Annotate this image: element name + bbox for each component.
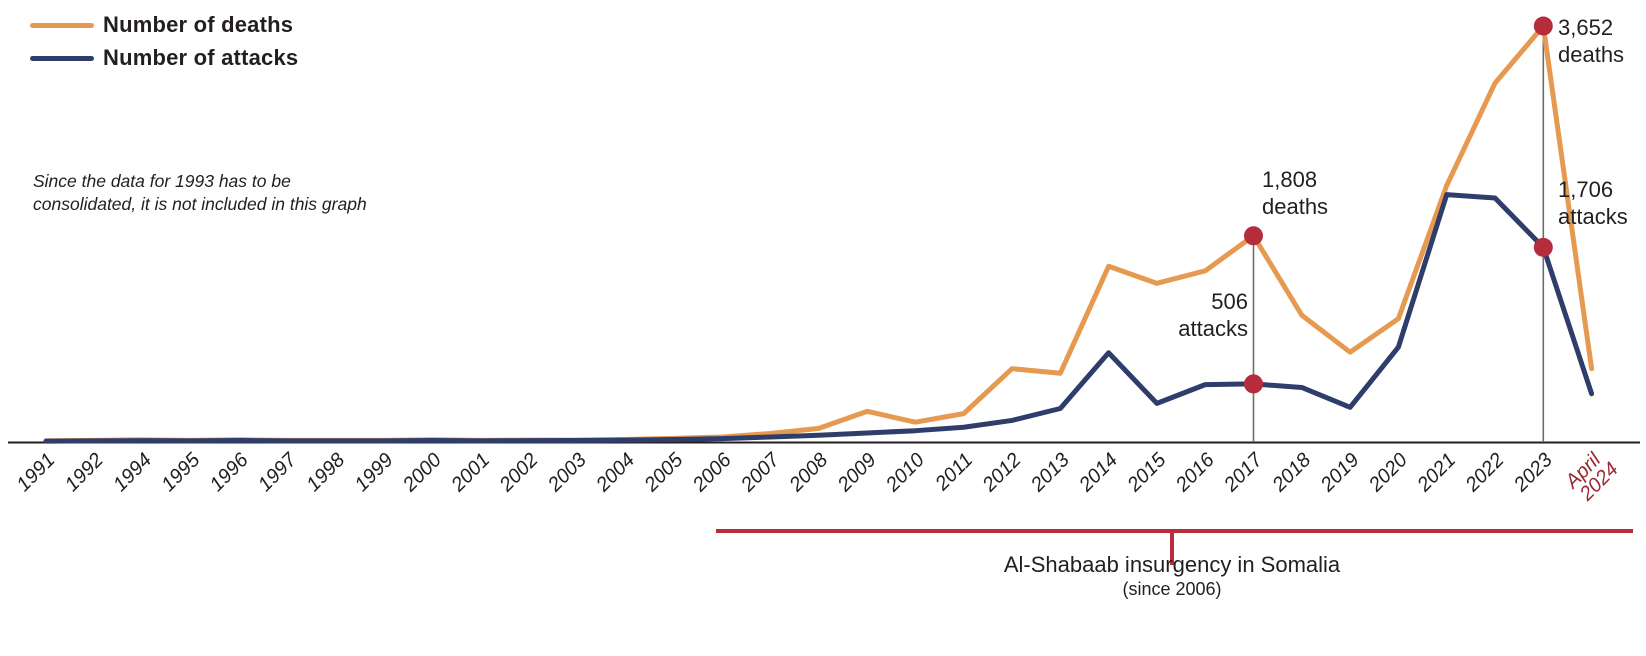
x-tick-label-2009: 2009 — [833, 449, 881, 497]
x-tick-label-April-2024: April2024 — [1561, 445, 1623, 507]
x-tick-label-2012: 2012 — [978, 449, 1026, 497]
legend-item-attacks: Number of attacks — [30, 45, 298, 71]
annotation-2023-deaths: 3,652 deaths — [1558, 15, 1624, 69]
x-tick-label-2007: 2007 — [736, 448, 784, 496]
x-tick-label-1994: 1994 — [109, 449, 156, 496]
annotation-2023-attacks-unit: attacks — [1558, 203, 1628, 229]
attacks-line — [43, 192, 1595, 444]
x-tick-label-2015: 2015 — [1123, 448, 1171, 496]
x-tick-label-1991: 1991 — [13, 449, 60, 496]
x-tick-label-2020: 2020 — [1364, 449, 1412, 497]
highlight-dot-2023-attacks — [1533, 237, 1553, 257]
annotation-2017-deaths-unit: deaths — [1262, 193, 1329, 219]
x-tick-label-2008: 2008 — [785, 449, 833, 497]
legend-item-deaths: Number of deaths — [30, 12, 298, 38]
annotation-2017-attacks-value: 506 — [1211, 289, 1248, 314]
annotation-2017-attacks-unit: attacks — [1178, 315, 1248, 341]
highlight-dot-2023-deaths — [1533, 16, 1553, 36]
x-tick-label-2018: 2018 — [1268, 449, 1316, 497]
bracket-caption: Al-Shabaab insurgency in Somalia (since … — [1004, 552, 1340, 600]
x-tick-label-2013: 2013 — [1026, 449, 1074, 497]
x-tick-label-1998: 1998 — [302, 449, 349, 496]
annotation-2023-attacks: 1,706 attacks — [1558, 177, 1628, 231]
deaths-line — [43, 23, 1595, 444]
data-note-line1: Since the data for 1993 has to be — [33, 171, 291, 191]
x-tick-label-2005: 2005 — [640, 448, 688, 496]
annotation-2023-deaths-unit: deaths — [1558, 41, 1625, 67]
x-tick-label-2010: 2010 — [881, 449, 929, 497]
bracket-caption-title: Al-Shabaab insurgency in Somalia — [1003, 552, 1341, 577]
annotation-2023-deaths-value: 3,652 — [1558, 15, 1614, 40]
x-tick-label-1999: 1999 — [351, 449, 398, 496]
x-tick-label-1995: 1995 — [157, 448, 205, 496]
x-tick-label-2000: 2000 — [398, 449, 446, 497]
highlight-dot-2017-deaths — [1244, 226, 1263, 246]
annotation-2017-deaths-value: 1,808 — [1262, 167, 1318, 192]
x-tick-label-1992: 1992 — [61, 449, 108, 496]
x-tick-label-2006: 2006 — [688, 448, 736, 496]
x-tick-label-2022: 2022 — [1461, 449, 1509, 497]
x-tick-label-2011: 2011 — [931, 449, 978, 496]
x-tick-label-2021: 2021 — [1413, 449, 1461, 497]
x-tick-label-2023: 2023 — [1509, 449, 1557, 497]
x-tick-label-1996: 1996 — [206, 448, 254, 496]
x-tick-label-2017: 2017 — [1219, 448, 1267, 496]
x-tick-label-2014: 2014 — [1074, 449, 1122, 497]
bracket-caption-subtitle: (since 2006) — [1122, 579, 1222, 599]
annotation-2023-attacks-value: 1,706 — [1558, 177, 1614, 202]
highlight-dot-2017-attacks — [1244, 374, 1263, 394]
annotation-2017-deaths: 1,808 deaths — [1262, 167, 1328, 221]
legend: Number of deaths Number of attacks — [30, 12, 298, 71]
attacks-line-swatch — [30, 55, 94, 61]
legend-label-deaths: Number of deaths — [103, 12, 294, 37]
x-tick-label-2004: 2004 — [591, 449, 639, 497]
data-note: Since the data for 1993 has to be consol… — [33, 170, 393, 216]
x-tick-label-2019: 2019 — [1316, 449, 1364, 497]
x-tick-label-2016: 2016 — [1171, 448, 1219, 496]
data-note-line2: consolidated, it is not included in this… — [33, 193, 367, 214]
annotation-2017-attacks: 506 attacks — [1178, 289, 1248, 343]
legend-label-attacks: Number of attacks — [103, 45, 299, 70]
deaths-line-swatch — [30, 22, 94, 28]
x-tick-label-1997: 1997 — [254, 448, 302, 496]
x-tick-label-2003: 2003 — [543, 449, 591, 497]
x-tick-label-2002: 2002 — [495, 449, 543, 497]
x-tick-label-2001: 2001 — [447, 449, 495, 497]
